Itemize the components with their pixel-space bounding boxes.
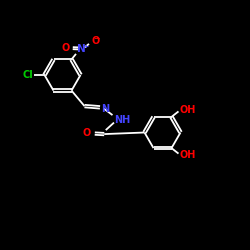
Text: OH: OH: [180, 150, 196, 160]
Text: +: +: [83, 44, 88, 49]
Text: O: O: [82, 128, 91, 138]
Text: OH: OH: [180, 106, 196, 116]
Text: N: N: [77, 44, 86, 54]
Text: Cl: Cl: [22, 70, 33, 80]
Text: N: N: [101, 104, 110, 114]
Text: NH: NH: [114, 115, 130, 125]
Text: −: −: [93, 34, 100, 43]
Text: O: O: [62, 43, 70, 53]
Text: O: O: [92, 36, 100, 46]
